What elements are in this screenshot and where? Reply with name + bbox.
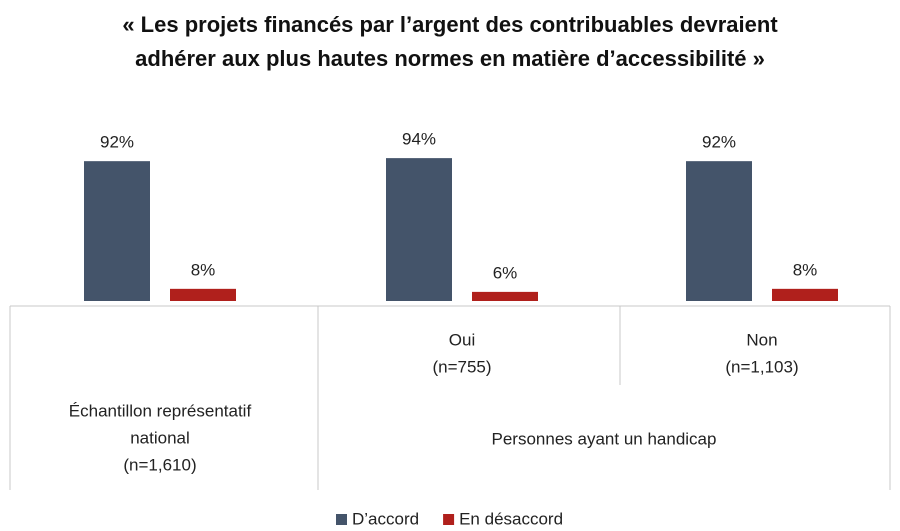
bar bbox=[170, 288, 236, 301]
data-label: 92% bbox=[100, 133, 134, 152]
legend-swatch bbox=[336, 514, 347, 525]
bar bbox=[84, 161, 150, 301]
chart-title: « Les projets financés par l’argent des … bbox=[122, 12, 778, 71]
legend-label: En désaccord bbox=[459, 509, 563, 528]
data-label: 8% bbox=[793, 260, 818, 279]
legend-label: D’accord bbox=[352, 509, 419, 528]
bar bbox=[386, 158, 452, 301]
bar bbox=[686, 161, 752, 301]
data-label: 6% bbox=[493, 263, 518, 282]
x-tick-label: Échantillon représentatif bbox=[69, 401, 252, 420]
x-tick-label: national bbox=[130, 428, 190, 447]
group-label: Personnes ayant un handicap bbox=[492, 429, 717, 448]
x-tick-label: (n=755) bbox=[432, 357, 491, 376]
x-tick-label: Non bbox=[746, 330, 777, 349]
x-tick-label: (n=1,610) bbox=[123, 455, 196, 474]
bar bbox=[472, 291, 538, 301]
data-label: 92% bbox=[702, 133, 736, 152]
data-label: 8% bbox=[191, 260, 216, 279]
bar bbox=[772, 288, 838, 301]
legend-swatch bbox=[443, 514, 455, 525]
x-tick-label: (n=1,103) bbox=[725, 357, 798, 376]
data-label: 94% bbox=[402, 130, 436, 149]
x-tick-label: Oui bbox=[449, 330, 475, 349]
